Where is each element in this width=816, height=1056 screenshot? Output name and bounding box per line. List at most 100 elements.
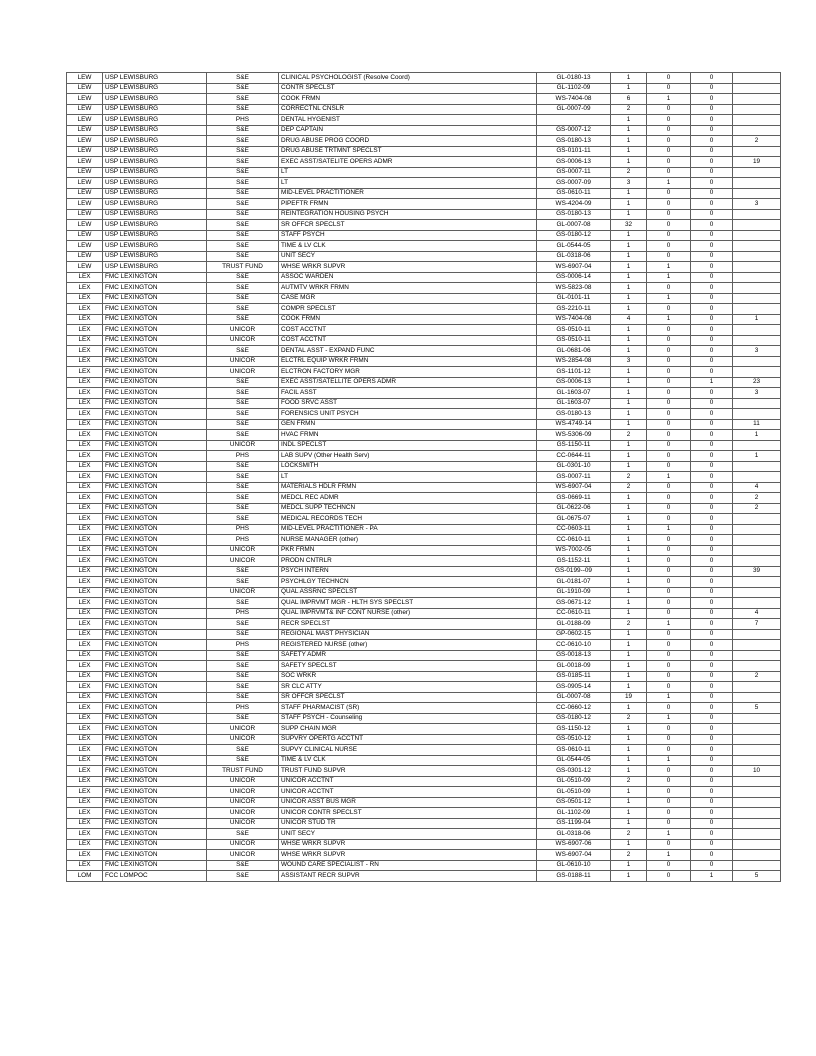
cell-institution: FMC LEXINGTON xyxy=(102,796,207,808)
cell-count_2: 0 xyxy=(646,607,691,619)
table-row: LEX FMC LEXINGTON S&E TIME & LV CLK GL-0544-… xyxy=(66,754,781,766)
cell-fund_source: UNICOR xyxy=(206,775,279,787)
cell-position_title: PIPEFTR FRMN xyxy=(278,198,537,210)
cell-facility_code: LEX xyxy=(66,754,103,766)
cell-count_4 xyxy=(732,145,781,157)
cell-fund_source: S&E xyxy=(206,418,279,430)
cell-count_1: 1 xyxy=(610,838,647,850)
cell-institution: FMC LEXINGTON xyxy=(102,639,207,651)
cell-count_1: 1 xyxy=(610,555,647,567)
cell-count_3: 0 xyxy=(690,859,733,871)
cell-institution: FMC LEXINGTON xyxy=(102,313,207,325)
cell-count_2: 0 xyxy=(646,208,691,220)
cell-count_3: 0 xyxy=(690,324,733,336)
cell-count_1: 1 xyxy=(610,744,647,756)
cell-fund_source: S&E xyxy=(206,282,279,294)
cell-fund_source: S&E xyxy=(206,187,279,199)
cell-institution: FMC LEXINGTON xyxy=(102,828,207,840)
cell-institution: FMC LEXINGTON xyxy=(102,460,207,472)
cell-count_1: 1 xyxy=(610,534,647,546)
cell-count_4 xyxy=(732,439,781,451)
cell-count_2: 0 xyxy=(646,103,691,115)
cell-position_title: SR OFFCR SPECLST xyxy=(278,691,537,703)
table-row: LEX FMC LEXINGTON UNICOR COST ACCTNT GS-0510… xyxy=(66,334,781,346)
cell-count_4 xyxy=(732,229,781,241)
cell-count_1: 1 xyxy=(610,670,647,682)
cell-facility_code: LEX xyxy=(66,607,103,619)
cell-count_3: 0 xyxy=(690,82,733,94)
cell-count_4: 2 xyxy=(732,492,781,504)
cell-count_2: 1 xyxy=(646,313,691,325)
cell-count_1: 6 xyxy=(610,93,647,105)
cell-grade: CC-0610-10 xyxy=(536,639,611,651)
cell-count_3: 0 xyxy=(690,775,733,787)
cell-institution: USP LEWISBURG xyxy=(102,82,207,94)
cell-facility_code: LEX xyxy=(66,502,103,514)
cell-grade: GL-0544-05 xyxy=(536,240,611,252)
cell-count_3: 0 xyxy=(690,492,733,504)
cell-count_3: 0 xyxy=(690,639,733,651)
cell-count_3: 0 xyxy=(690,345,733,357)
cell-fund_source: S&E xyxy=(206,124,279,136)
cell-count_4 xyxy=(732,471,781,483)
cell-count_4: 3 xyxy=(732,345,781,357)
cell-count_1: 1 xyxy=(610,565,647,577)
cell-facility_code: LEX xyxy=(66,744,103,756)
cell-count_3: 0 xyxy=(690,744,733,756)
cell-facility_code: LEX xyxy=(66,597,103,609)
table-row: LEW USP LEWISBURG S&E SR OFFCR SPECLST GL-00… xyxy=(66,219,781,231)
cell-count_4 xyxy=(732,775,781,787)
cell-count_4 xyxy=(732,555,781,567)
cell-facility_code: LEX xyxy=(66,303,103,315)
cell-institution: USP LEWISBURG xyxy=(102,187,207,199)
cell-count_4 xyxy=(732,408,781,420)
cell-count_2: 0 xyxy=(646,628,691,640)
cell-facility_code: LEW xyxy=(66,82,103,94)
cell-grade: WS-7404-08 xyxy=(536,313,611,325)
cell-institution: FMC LEXINGTON xyxy=(102,429,207,441)
cell-count_2: 0 xyxy=(646,555,691,567)
cell-position_title: LT xyxy=(278,471,537,483)
cell-institution: FMC LEXINGTON xyxy=(102,712,207,724)
cell-position_title: SR OFFCR SPECLST xyxy=(278,219,537,231)
cell-count_1: 2 xyxy=(610,849,647,861)
cell-position_title: DRUG ABUSE PROG COORD xyxy=(278,135,537,147)
cell-fund_source: S&E xyxy=(206,303,279,315)
cell-position_title: LT xyxy=(278,177,537,189)
cell-fund_source: S&E xyxy=(206,72,279,84)
table-row: LEX FMC LEXINGTON PHS NURSE MANAGER (other)… xyxy=(66,534,781,546)
cell-institution: USP LEWISBURG xyxy=(102,114,207,126)
cell-institution: FMC LEXINGTON xyxy=(102,723,207,735)
cell-count_3: 0 xyxy=(690,93,733,105)
cell-position_title: CASE MGR xyxy=(278,292,537,304)
cell-fund_source: UNICOR xyxy=(206,324,279,336)
cell-count_4: 1 xyxy=(732,313,781,325)
cell-fund_source: UNICOR xyxy=(206,796,279,808)
cell-facility_code: LEX xyxy=(66,439,103,451)
cell-facility_code: LEX xyxy=(66,670,103,682)
cell-fund_source: UNICOR xyxy=(206,807,279,819)
cell-count_1: 2 xyxy=(610,166,647,178)
cell-facility_code: LEX xyxy=(66,450,103,462)
cell-grade: GS-0006-14 xyxy=(536,271,611,283)
cell-facility_code: LEW xyxy=(66,72,103,84)
cell-count_3: 0 xyxy=(690,670,733,682)
cell-count_3: 0 xyxy=(690,313,733,325)
cell-count_2: 0 xyxy=(646,765,691,777)
cell-count_4 xyxy=(732,576,781,588)
cell-institution: FMC LEXINGTON xyxy=(102,450,207,462)
cell-fund_source: TRUST FUND xyxy=(206,765,279,777)
cell-fund_source: PHS xyxy=(206,639,279,651)
cell-position_title: CLINICAL PSYCHOLOGIST (Resolve Coord) xyxy=(278,72,537,84)
cell-count_1: 19 xyxy=(610,691,647,703)
cell-grade: GS-1199-04 xyxy=(536,817,611,829)
cell-position_title: GEN FRMN xyxy=(278,418,537,430)
cell-count_1: 1 xyxy=(610,376,647,388)
cell-fund_source: S&E xyxy=(206,660,279,672)
cell-grade: GS-0510-11 xyxy=(536,334,611,346)
cell-facility_code: LEX xyxy=(66,828,103,840)
cell-count_4 xyxy=(732,324,781,336)
cell-count_1: 1 xyxy=(610,807,647,819)
cell-count_2: 0 xyxy=(646,786,691,798)
cell-facility_code: LEX xyxy=(66,408,103,420)
